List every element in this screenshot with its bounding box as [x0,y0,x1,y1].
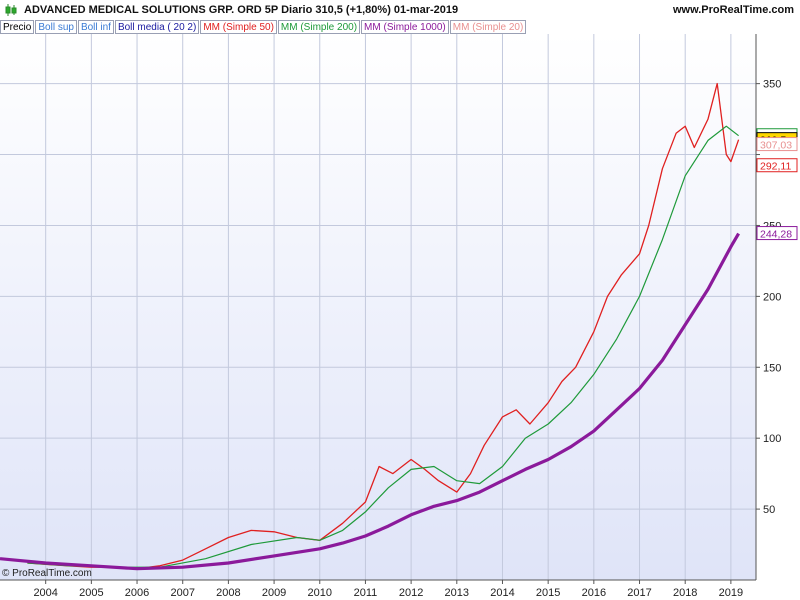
chart-title: ADVANCED MEDICAL SOLUTIONS GRP. ORD 5P D… [24,4,459,16]
x-tick-label: 2007 [170,587,194,599]
x-tick-label: 2006 [125,587,149,599]
x-tick-label: 2005 [79,587,103,599]
x-tick-label: 2019 [719,587,743,599]
y-tick-label: 350 [763,79,781,91]
legend-item[interactable]: MM (Simple 1000) [361,20,449,34]
series-line [0,232,740,571]
x-tick-label: 2011 [354,587,378,599]
legend-item[interactable]: MM (Simple 20) [449,20,527,34]
y-tick-label: 100 [763,433,781,445]
x-tick-label: 2016 [582,587,606,599]
series-line [27,82,740,570]
title-bar: ADVANCED MEDICAL SOLUTIONS GRP. ORD 5P D… [0,0,800,20]
legend-bar: Precio Boll sup Boll inf Boll media ( 20 2)… [0,20,527,34]
series-line [27,125,739,568]
candlestick-icon [5,4,17,16]
y-tick-label: 150 [763,362,781,374]
price-label: 292,11 [756,158,798,173]
x-axis-ticks: 2004 2005 2006 2007 2008 2009 2010 2011 2012 2013… [33,580,743,599]
plot-background [0,34,756,580]
x-tick-label: 2017 [627,587,651,599]
legend-item[interactable]: MM (Simple 200) [277,20,361,34]
price-label-text: 307,03 [760,140,792,152]
legend-item[interactable]: Boll inf [77,20,114,34]
price-label: 244,28 [756,226,798,241]
y-tick-label: 200 [763,291,781,303]
legend-item[interactable]: Precio [0,20,35,34]
x-tick-label: 2008 [216,587,240,599]
price-label-text: 292,11 [760,161,791,173]
legend-item[interactable]: MM (Simple 50) [200,20,277,34]
x-tick-label: 2013 [445,587,469,599]
x-tick-label: 2010 [308,587,332,599]
x-tick-label: 2012 [399,587,423,599]
x-tick-label: 2014 [490,587,514,599]
gridlines [0,34,756,580]
x-tick-label: 2004 [33,587,57,599]
x-tick-label: 2015 [536,587,560,599]
legend-item[interactable]: Boll media ( 20 2) [114,20,200,34]
legend-item[interactable]: Boll sup [35,20,77,34]
y-tick-label: 50 [763,504,775,516]
price-label: 307,03 [756,137,798,152]
price-label-text: 244,28 [760,229,792,241]
copyright: © ProRealTime.com [2,568,92,579]
x-tick-label: 2009 [262,587,286,599]
series-layer [0,82,740,571]
x-axis-panel [0,580,756,600]
x-tick-label: 2018 [673,587,697,599]
site-link[interactable]: www.ProRealTime.com [672,4,794,16]
